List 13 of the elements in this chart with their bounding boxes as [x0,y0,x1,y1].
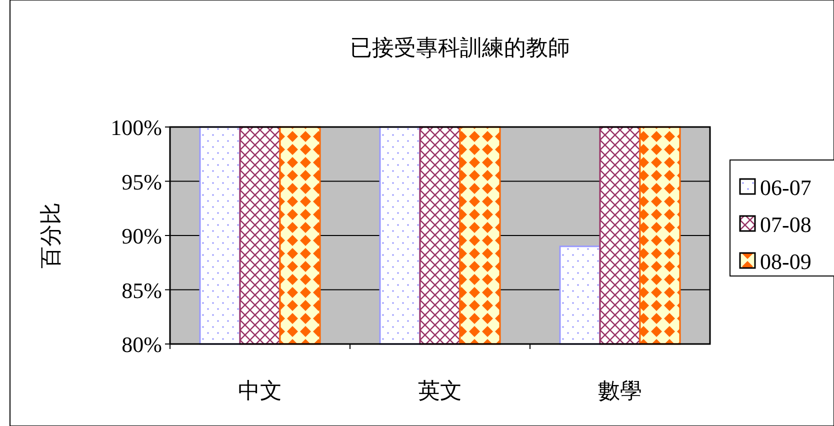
legend-label: 08-09 [760,249,812,274]
y-axis-title: 百分比 [38,202,63,268]
y-tick-label: 100% [110,115,162,140]
y-tick-label: 95% [122,169,162,194]
y-tick-label: 90% [122,224,162,248]
x-tick-label: 數學 [598,378,642,403]
legend-label: 06-07 [760,175,812,200]
chart-title: 已接受專科訓練的教師 [350,35,570,60]
x-tick-label: 中文 [238,378,282,403]
y-tick-label: 85% [122,278,162,303]
x-tick-label: 英文 [418,378,462,403]
y-tick-label: 80% [122,332,162,357]
legend-label: 07-08 [760,212,812,237]
